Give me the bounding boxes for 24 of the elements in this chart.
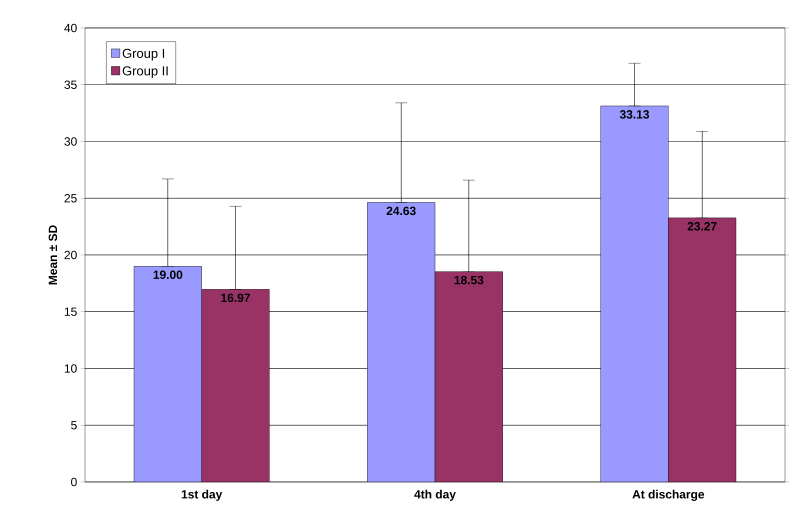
data-label: 33.13: [620, 110, 650, 119]
y-tick-label: 0: [71, 478, 77, 486]
y-tick-label: 30: [64, 137, 77, 146]
y-tick-label: 15: [64, 308, 77, 316]
data-label: 18.53: [454, 276, 484, 284]
legend-label: Group II: [122, 66, 168, 78]
y-tick-label: 5: [71, 421, 77, 430]
bar: [367, 202, 436, 482]
y-tick-label: 35: [64, 80, 77, 89]
x-tick-label: At discharge: [632, 490, 704, 501]
bar: [134, 266, 202, 482]
x-tick-label: 4th day: [414, 490, 456, 501]
bar: [600, 106, 669, 482]
y-tick-label: 20: [64, 250, 77, 260]
data-label: 16.97: [221, 294, 250, 302]
data-label: 19.00: [154, 270, 182, 279]
data-label: 23.27: [688, 222, 717, 231]
y-tick-label: 40: [64, 24, 77, 32]
x-tick-label: 1st day: [182, 490, 222, 501]
y-axis-title: Mean ± SD: [48, 225, 58, 284]
legend-label: Group I: [122, 48, 164, 61]
data-label: 24.63: [386, 206, 416, 216]
y-tick-label: 25: [64, 194, 77, 202]
y-tick-label: 10: [64, 364, 77, 373]
